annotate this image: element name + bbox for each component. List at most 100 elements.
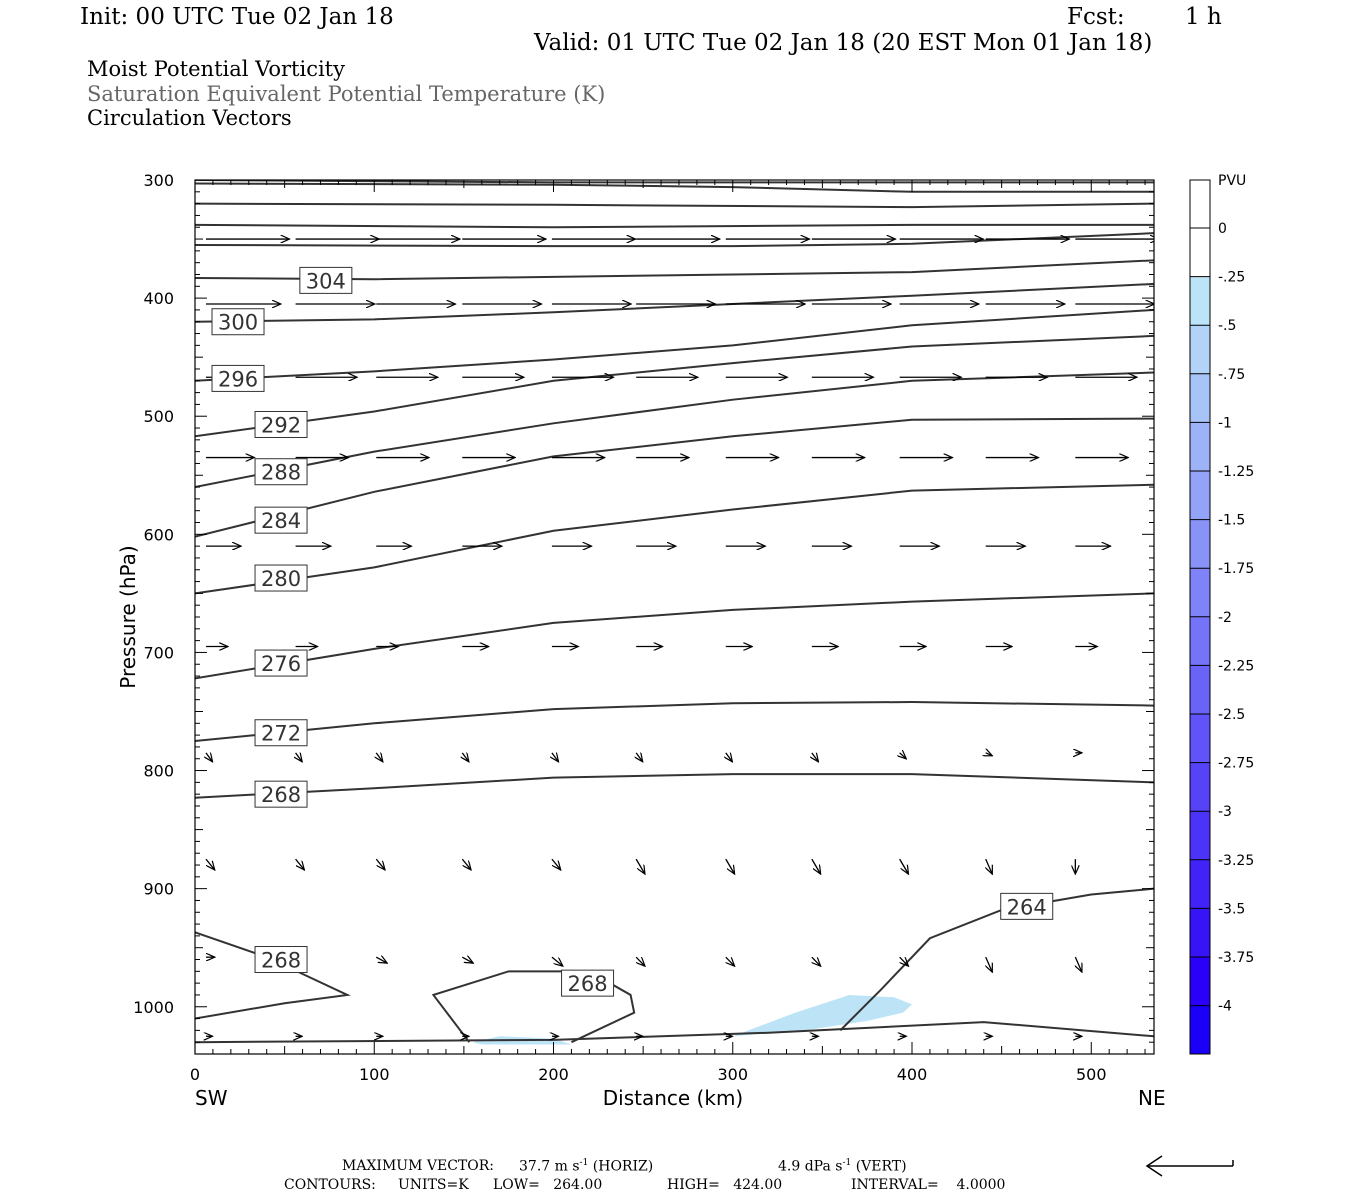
contour-label-6: 280 bbox=[261, 567, 301, 591]
colorbar-segment-0 bbox=[1190, 180, 1210, 230]
plot-frame bbox=[194, 179, 1155, 1055]
colorbar-label-10: -2.5 bbox=[1218, 707, 1245, 723]
theta-contour-15 bbox=[195, 223, 1154, 229]
colorbar-label-12: -3 bbox=[1218, 804, 1232, 820]
contour-label-5: 284 bbox=[261, 509, 301, 533]
colorbar-label-14: -3.5 bbox=[1218, 901, 1245, 917]
vector-7-7 bbox=[811, 858, 821, 874]
contour-low: LOW= 264.00 bbox=[493, 1177, 603, 1193]
colorbar-segment-16 bbox=[1190, 956, 1210, 1006]
vector-6-4 bbox=[552, 753, 559, 762]
colorbar-label-1: -.25 bbox=[1218, 270, 1245, 286]
y-tick-label-300: 300 bbox=[143, 171, 174, 190]
colorbar-segment-12 bbox=[1190, 762, 1210, 812]
theta-contour-5 bbox=[195, 417, 1154, 538]
contour-label-9: 268 bbox=[261, 783, 301, 807]
colorbar-label-5: -1.25 bbox=[1218, 464, 1254, 480]
theta-contour-2 bbox=[195, 308, 1154, 382]
contour-label-7: 276 bbox=[261, 652, 301, 676]
contour-label-box-6 bbox=[254, 564, 308, 592]
vector-6-2 bbox=[376, 753, 383, 762]
vector-8-7 bbox=[811, 956, 821, 966]
y-tick-label-800: 800 bbox=[143, 762, 174, 781]
colorbar-label-3: -.75 bbox=[1218, 367, 1245, 383]
pv-fill-layer bbox=[472, 994, 913, 1045]
vector-8-5 bbox=[635, 956, 645, 966]
colorbar-segment-11 bbox=[1190, 714, 1210, 764]
colorbar-segment-2 bbox=[1190, 277, 1210, 327]
theta-contour-7 bbox=[195, 592, 1154, 680]
vector-8-10 bbox=[1075, 956, 1082, 972]
colorbar-label-6: -1.5 bbox=[1218, 513, 1245, 529]
contour-label-box-8 bbox=[254, 719, 308, 747]
vector-7-3 bbox=[461, 858, 471, 870]
x-tick-label-400: 400 bbox=[897, 1065, 928, 1084]
contour-label-box-7 bbox=[254, 649, 308, 677]
field-title-theta: Saturation Equivalent Potential Temperat… bbox=[87, 82, 606, 106]
contour-label-11: 268 bbox=[568, 972, 608, 996]
contour-label-3: 292 bbox=[261, 413, 301, 437]
contour-label-0: 304 bbox=[306, 269, 346, 293]
pv-region-0 bbox=[732, 994, 913, 1037]
theta-contour-6 bbox=[195, 483, 1154, 595]
contour-label-1: 300 bbox=[218, 311, 258, 335]
y-tick-label-500: 500 bbox=[143, 407, 174, 426]
colorbar-label-2: -.5 bbox=[1218, 318, 1236, 334]
contour-label-box-0 bbox=[299, 266, 353, 294]
reference-vector-icon bbox=[1145, 1155, 1234, 1177]
init-time: Init: 00 UTC Tue 02 Jan 18 bbox=[80, 4, 394, 30]
contour-label-12: 264 bbox=[1007, 895, 1047, 919]
colorbar-segment-17 bbox=[1190, 1005, 1210, 1055]
vector-6-8 bbox=[900, 753, 907, 759]
contour-label-box-5 bbox=[254, 506, 308, 534]
y-tick-label-900: 900 bbox=[143, 880, 174, 899]
colorbar-segment-3 bbox=[1190, 325, 1210, 375]
colorbar-label-8: -2 bbox=[1218, 610, 1232, 626]
endpoint-sw: SW bbox=[195, 1086, 228, 1110]
vector-6-5 bbox=[636, 753, 643, 762]
circulation-vector-layer bbox=[206, 239, 1154, 1036]
theta-contour-16 bbox=[195, 232, 1154, 248]
theta-contour-3 bbox=[195, 334, 1154, 438]
vector-8-9 bbox=[986, 956, 993, 972]
y-tick-label-600: 600 bbox=[143, 525, 174, 544]
contour-label-box-3 bbox=[254, 410, 308, 438]
vector-7-5 bbox=[635, 858, 645, 874]
x-tick-label-300: 300 bbox=[717, 1065, 748, 1084]
colorbar: PVU 0 -.25 -.5 -.75 -1 -1.25 -1.5 -1.75 -2 -2.25 -2… bbox=[1189, 173, 1254, 1055]
max-vector-horiz: 37.7 m s-1 (HORIZ) bbox=[519, 1158, 654, 1175]
vector-6-3 bbox=[462, 753, 469, 762]
contour-label-box-4 bbox=[254, 458, 308, 486]
forecast-label: Fcst: bbox=[1067, 4, 1125, 30]
max-vector-vert: 4.9 dPa s-1 (VERT) bbox=[778, 1158, 907, 1175]
theta-contour-12 bbox=[839, 887, 1154, 1032]
x-tick-label-0: 0 bbox=[190, 1065, 200, 1084]
contour-label-box-12 bbox=[1000, 892, 1054, 920]
vector-7-1 bbox=[295, 858, 305, 870]
colorbar-segment-15 bbox=[1190, 908, 1210, 958]
vector-8-8 bbox=[899, 956, 909, 966]
colorbar-unit: PVU bbox=[1218, 173, 1246, 189]
vector-7-8 bbox=[899, 858, 909, 874]
vector-6-1 bbox=[296, 753, 303, 762]
theta-contour-10 bbox=[195, 931, 351, 1020]
vector-8-2 bbox=[375, 957, 387, 963]
colorbar-label-0: 0 bbox=[1218, 221, 1227, 237]
contour-label-10: 268 bbox=[261, 949, 301, 973]
x-tick-label-200: 200 bbox=[538, 1065, 569, 1084]
contours-label: CONTOURS: bbox=[284, 1177, 376, 1193]
vector-7-2 bbox=[375, 858, 385, 870]
theta-contour-8 bbox=[195, 701, 1154, 743]
contour-label-4: 288 bbox=[261, 461, 301, 485]
contour-high: HIGH= 424.00 bbox=[667, 1177, 783, 1193]
x-tick-label-500: 500 bbox=[1076, 1065, 1107, 1084]
contour-label-box-11 bbox=[561, 969, 615, 997]
colorbar-label-11: -2.75 bbox=[1218, 756, 1254, 772]
theta-contour-9 bbox=[195, 773, 1154, 799]
colorbar-segment-1 bbox=[1190, 228, 1210, 278]
y-tick-label-1000: 1000 bbox=[133, 998, 174, 1017]
contour-label-2: 296 bbox=[218, 367, 258, 391]
endpoint-ne: NE bbox=[1138, 1086, 1166, 1110]
theta-contour-14 bbox=[195, 202, 1154, 209]
contour-label-box-10 bbox=[254, 946, 308, 974]
